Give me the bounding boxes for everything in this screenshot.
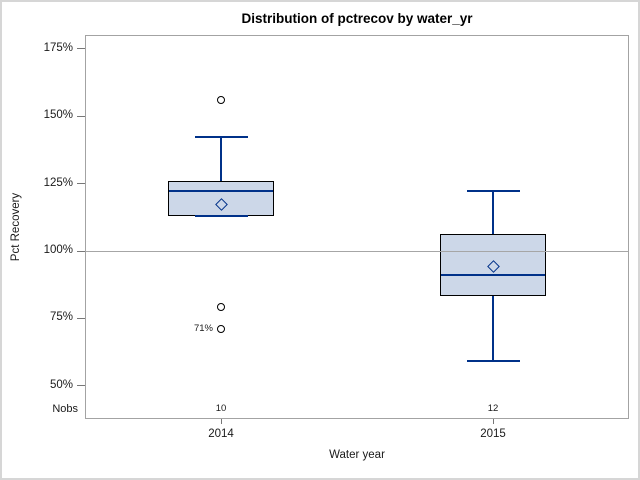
upper-whisker-cap [466,190,520,193]
lower-whisker-cap [466,360,520,363]
x-tick-mark [493,419,494,424]
y-tick-label: 125% [43,176,73,189]
nobs-value: 10 [215,403,227,414]
outlier-point [217,324,225,333]
y-tick-mark [77,250,85,252]
y-tick-label: 50% [49,378,73,391]
lower-whisker-line [492,296,494,362]
lower-whisker-cap [194,214,248,217]
y-tick-mark [77,115,85,117]
median-line [169,190,273,193]
upper-whisker-cap [194,136,248,139]
y-tick-label: 75% [49,311,73,324]
y-tick-mark [77,48,85,50]
outlier-point [217,95,225,104]
box-2014 [168,180,274,216]
y-tick-mark [77,183,85,185]
x-category-label: 2015 [480,428,506,440]
x-axis-title: Water year [329,449,385,461]
outlier-point [217,303,225,312]
x-category-label: 2014 [208,428,234,440]
y-tick-mark [77,385,85,387]
reference-line [86,250,628,252]
upper-whisker-line [492,191,494,235]
median-line [441,273,545,276]
y-tick-label: 100% [43,244,73,257]
nobs-value: 12 [487,403,499,414]
chart-title: Distribution of pctrecov by water_yr [241,11,473,26]
box-2015 [440,234,546,297]
y-tick-label: 175% [43,41,73,54]
y-tick-label: 150% [43,109,73,122]
outlier-label: 71% [193,322,213,334]
x-tick-mark [221,419,222,424]
y-tick-mark [77,317,85,319]
upper-whisker-line [220,137,222,181]
nobs-row-label: Nobs [52,403,78,415]
plot-area-frame [85,35,629,419]
